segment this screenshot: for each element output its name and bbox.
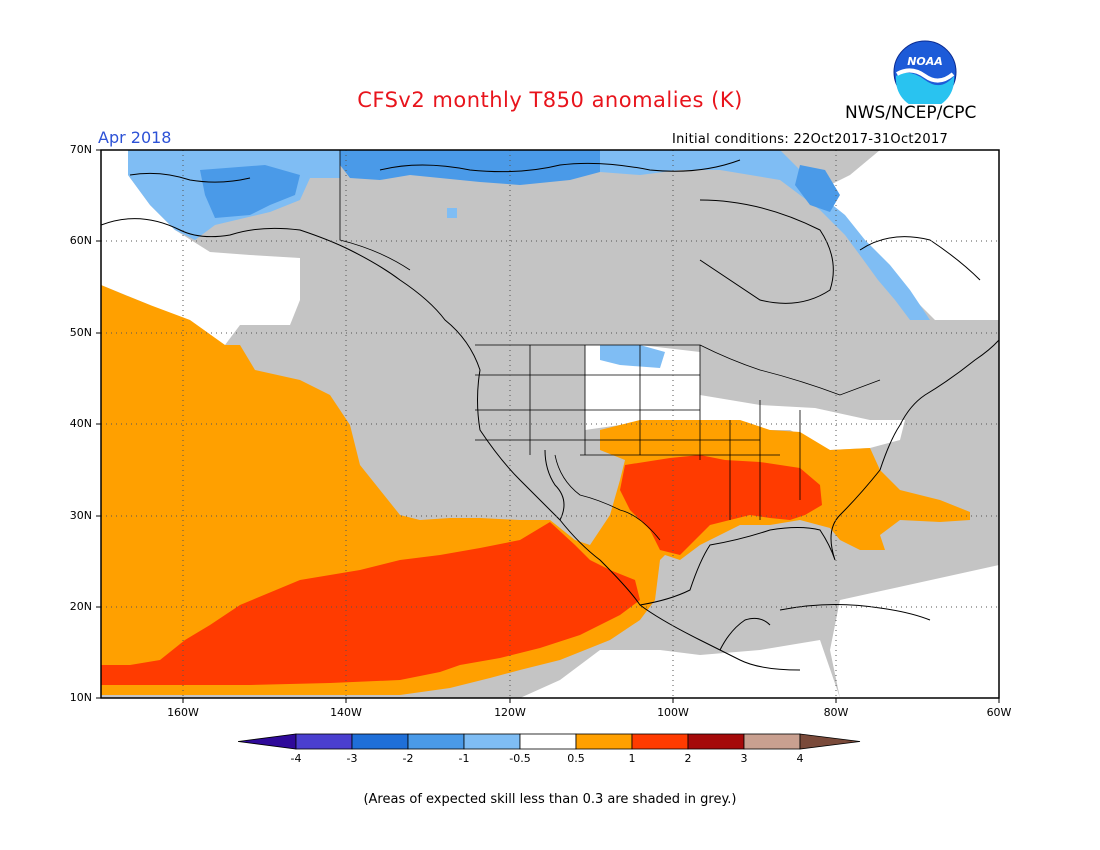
chart-title: CFSv2 monthly T850 anomalies (K)	[357, 88, 743, 112]
lon-label-120w: 120W	[494, 706, 526, 719]
colorbar-label: -2	[402, 752, 414, 765]
colorbar	[238, 733, 861, 750]
blue-anomaly	[200, 150, 840, 218]
skill-footnote: (Areas of expected skill less than 0.3 a…	[363, 792, 737, 807]
lon-label-60w: 60W	[986, 706, 1012, 719]
colorbar-label: -1	[458, 752, 470, 765]
lon-label-140w: 140W	[330, 706, 362, 719]
colorbar-arrow-high	[799, 733, 861, 750]
colorbar-swatch	[295, 733, 353, 750]
colorbar-arrow-low	[238, 733, 297, 750]
forecast-month: Apr 2018	[98, 128, 172, 147]
initial-conditions: Initial conditions: 22Oct2017-31Oct2017	[672, 132, 949, 147]
lat-label-70n: 70N	[69, 143, 92, 156]
coastlines	[101, 159, 999, 671]
colorbar-label: 4	[796, 752, 804, 765]
colorbar-label: -0.5	[509, 752, 531, 765]
political-borders	[339, 150, 881, 541]
red-anomaly	[101, 455, 822, 685]
colorbar-swatch	[519, 733, 577, 750]
colorbar-label: -4	[290, 752, 302, 765]
lat-label-40n: 40N	[69, 417, 92, 430]
colorbar-swatch	[463, 733, 521, 750]
lat-label-60n: 60N	[69, 234, 92, 247]
colorbar-label: -3	[346, 752, 358, 765]
svg-text:NOAA: NOAA	[907, 55, 943, 68]
noaa-logo-icon: NOAA	[893, 40, 957, 104]
colorbar-label: 1	[628, 752, 636, 765]
colorbar-label: 2	[684, 752, 692, 765]
colorbar-swatch	[575, 733, 633, 750]
colorbar-label: 0.5	[567, 752, 585, 765]
lat-label-10n: 10N	[69, 691, 92, 704]
colorbar-label: 3	[740, 752, 748, 765]
lon-label-100w: 100W	[657, 706, 689, 719]
lon-label-160w: 160W	[167, 706, 199, 719]
map-plot-area	[101, 150, 999, 698]
lat-label-30n: 30N	[69, 509, 92, 522]
lat-label-20n: 20N	[69, 600, 92, 613]
colorbar-swatch	[351, 733, 409, 750]
colorbar-swatch	[687, 733, 745, 750]
colorbar-swatch	[631, 733, 689, 750]
lon-label-80w: 80W	[823, 706, 849, 719]
lat-label-50n: 50N	[69, 326, 92, 339]
agency-label: NWS/NCEP/CPC	[845, 103, 977, 123]
near-normal-regions	[101, 150, 999, 698]
axis-ticks	[96, 149, 1000, 703]
colorbar-swatch	[743, 733, 801, 750]
colorbar-swatch	[407, 733, 465, 750]
